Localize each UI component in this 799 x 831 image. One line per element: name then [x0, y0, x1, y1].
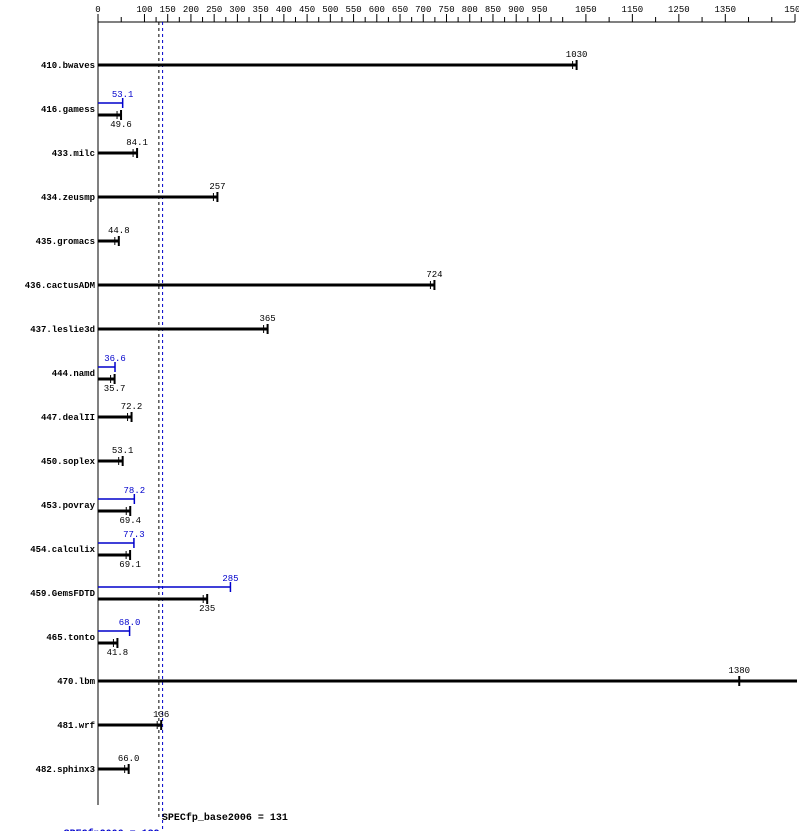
axis-tick-label: 1150 [622, 5, 644, 15]
axis-tick-label: 250 [206, 5, 222, 15]
benchmark-label: 437.leslie3d [30, 325, 95, 335]
benchmark-label: 481.wrf [57, 721, 95, 731]
base-value-label: 49.6 [110, 120, 132, 130]
base-value-label: 72.2 [121, 402, 143, 412]
benchmark-label: 447.dealII [41, 413, 95, 423]
benchmark-label: 465.tonto [46, 633, 95, 643]
axis-tick-label: 1250 [668, 5, 690, 15]
benchmark-label: 444.namd [52, 369, 95, 379]
benchmark-label: 482.sphinx3 [36, 765, 95, 775]
benchmark-label: 454.calculix [30, 545, 95, 555]
axis-tick-label: 0 [95, 5, 100, 15]
axis-tick-label: 1500 [784, 5, 799, 15]
axis-tick-label: 1350 [714, 5, 736, 15]
axis-tick-label: 350 [253, 5, 269, 15]
summary-base-label: SPECfp_base2006 = 131 [162, 812, 288, 824]
base-value-label: 44.8 [108, 226, 130, 236]
peak-value-label: 285 [222, 574, 238, 584]
axis-tick-label: 950 [531, 5, 547, 15]
axis-tick-label: 500 [322, 5, 338, 15]
base-value-label: 1030 [566, 50, 588, 60]
peak-value-label: 68.0 [119, 618, 141, 628]
axis-tick-label: 600 [369, 5, 385, 15]
axis-tick-label: 150 [160, 5, 176, 15]
base-value-label: 35.7 [104, 384, 126, 394]
axis-tick-label: 700 [415, 5, 431, 15]
axis-tick-label: 400 [276, 5, 292, 15]
base-value-label: 724 [426, 270, 442, 280]
peak-value-label: 53.1 [112, 90, 134, 100]
base-value-label: 69.1 [119, 560, 141, 570]
spec-chart: 0 100 150 200 250 300 350 400 450 500 550 600 650 700… [0, 0, 799, 831]
benchmark-label: 433.milc [52, 149, 95, 159]
axis-tick-label: 550 [345, 5, 361, 15]
base-value-label: 53.1 [112, 446, 134, 456]
base-value-label: 136 [153, 710, 169, 720]
base-value-label: 66.0 [118, 754, 140, 764]
peak-value-label: 78.2 [124, 486, 146, 496]
axis-tick-label: 800 [462, 5, 478, 15]
axis-tick-label: 1050 [575, 5, 597, 15]
axis-tick-label: 850 [485, 5, 501, 15]
axis-tick-label: 750 [438, 5, 454, 15]
axis-tick-label: 450 [299, 5, 315, 15]
base-value-label: 257 [209, 182, 225, 192]
benchmark-label: 450.soplex [41, 457, 96, 467]
base-value-label: 69.4 [119, 516, 141, 526]
axis-tick-label: 100 [136, 5, 152, 15]
base-value-label: 235 [199, 604, 215, 614]
benchmark-label: 459.GemsFDTD [30, 589, 95, 599]
benchmark-label: 453.povray [41, 501, 96, 511]
axis-tick-label: 650 [392, 5, 408, 15]
benchmark-label: 470.lbm [57, 677, 95, 687]
axis-tick-label: 300 [229, 5, 245, 15]
benchmark-label: 416.gamess [41, 105, 95, 115]
benchmark-label: 436.cactusADM [25, 281, 95, 291]
benchmark-label: 434.zeusmp [41, 193, 95, 203]
axis-tick-label: 200 [183, 5, 199, 15]
base-value-label: 84.1 [126, 138, 148, 148]
base-value-label: 41.8 [107, 648, 129, 658]
benchmark-label: 435.gromacs [36, 237, 95, 247]
benchmark-label: 410.bwaves [41, 61, 95, 71]
peak-value-label: 77.3 [123, 530, 145, 540]
axis-tick-label: 900 [508, 5, 524, 15]
base-value-label: 1380 [728, 666, 750, 676]
base-value-label: 365 [260, 314, 276, 324]
peak-value-label: 36.6 [104, 354, 126, 364]
